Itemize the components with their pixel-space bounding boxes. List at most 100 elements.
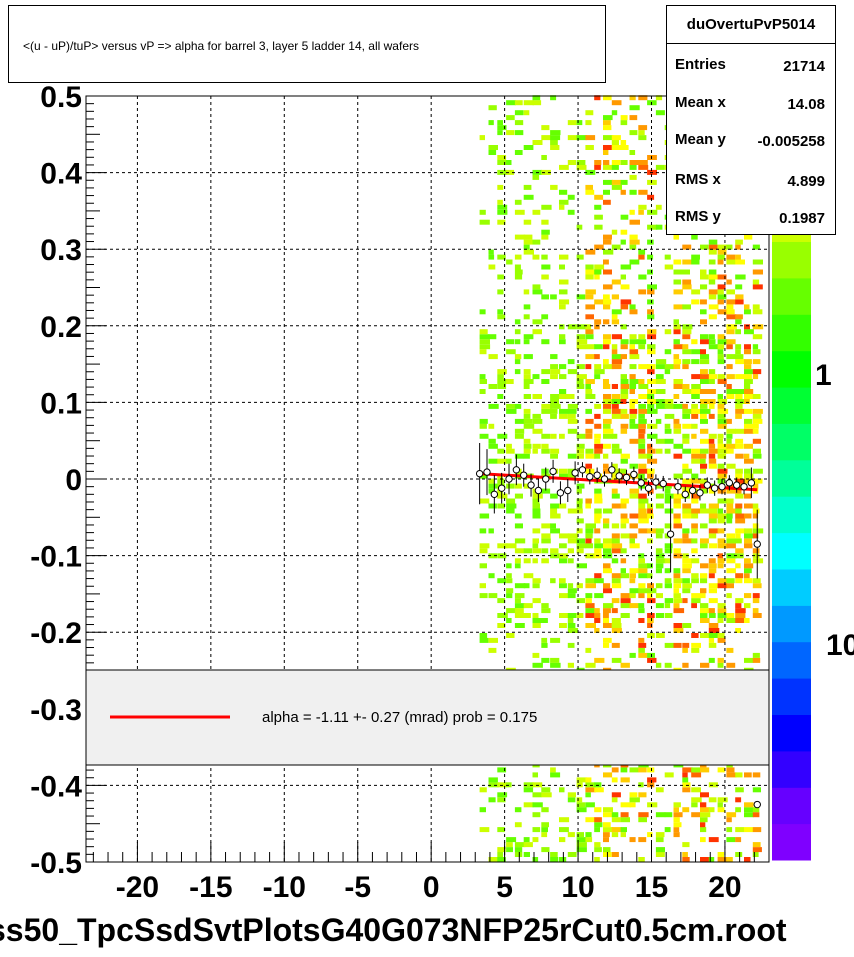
heat-cell (585, 662, 596, 668)
heat-cell (603, 334, 611, 340)
heat-cell (594, 782, 602, 788)
heat-cell (479, 389, 486, 394)
color-scale-bin (772, 241, 811, 279)
heat-cell (532, 528, 541, 534)
heat-cell (514, 100, 523, 106)
heat-cell (708, 279, 716, 285)
x-tick-label: -20 (116, 871, 159, 904)
heat-cell (655, 528, 664, 534)
heat-cell (523, 354, 533, 360)
file-name-caption: ss50_TpcSsdSvtPlotsG40G073NFP25rCut0.5cm… (0, 912, 787, 948)
heat-cell (594, 513, 602, 519)
heat-cell (523, 837, 530, 843)
heat-cell (717, 802, 723, 808)
heat-cell (708, 588, 717, 594)
heat-cell (594, 438, 601, 444)
heat-cell (655, 164, 665, 170)
heat-cell (629, 209, 635, 215)
heat-cell (585, 498, 592, 504)
x-tick-label: 10 (561, 871, 594, 904)
heat-cell (655, 837, 664, 843)
heat-cell (603, 95, 612, 101)
stats-label: Mean x (675, 94, 726, 111)
heat-cell (603, 428, 614, 434)
heat-cell (655, 418, 662, 424)
heat-cell (717, 657, 724, 663)
profile-point (644, 484, 653, 492)
profile-point (674, 482, 682, 491)
heat-cell (673, 493, 684, 499)
heat-cell (655, 812, 666, 818)
heat-cell (735, 573, 744, 579)
heat-cell (479, 583, 486, 589)
heat-cell (682, 408, 692, 414)
heat-cell (567, 428, 578, 434)
heat-cell (550, 508, 558, 514)
heat-cell (708, 513, 718, 519)
heat-cell (638, 647, 645, 653)
heat-cell (647, 443, 653, 449)
heat-cell (629, 413, 637, 419)
heat-cell (682, 364, 689, 370)
heat-cell (664, 448, 671, 454)
legend-box: alpha = -1.11 +- 0.27 (mrad) prob = 0.17… (85, 669, 770, 766)
heat-cell (620, 598, 631, 604)
heat-cell (682, 578, 690, 584)
heat-cell (488, 637, 498, 643)
heat-cell (567, 394, 575, 399)
heat-cell (497, 209, 508, 215)
heat-cell (567, 618, 574, 623)
heat-cell (603, 399, 614, 404)
heat-cell (744, 593, 752, 599)
heat-cell (576, 483, 585, 489)
heat-cell (708, 657, 715, 663)
heat-cell (735, 314, 743, 320)
heat-cell (567, 792, 576, 798)
heat-cell (514, 598, 521, 604)
heat-cell (620, 593, 631, 599)
heat-cell (726, 508, 737, 514)
heat-cell (638, 637, 645, 643)
heat-cell (488, 249, 494, 255)
heat-cell (708, 448, 720, 454)
heat-cell (541, 219, 549, 225)
heat-cell (550, 364, 559, 370)
heat-cell (664, 349, 672, 355)
heat-cell (735, 533, 741, 539)
heat-cell (585, 408, 592, 414)
heat-cell (647, 473, 654, 479)
heat-cell (735, 359, 746, 365)
heat-cell (594, 508, 602, 514)
heat-cell (603, 568, 612, 574)
heat-cell (532, 812, 541, 818)
heat-cell (603, 518, 610, 524)
heat-cell (594, 578, 604, 584)
heat-cell (559, 199, 569, 205)
heat-cell (752, 408, 763, 414)
heat-cell (611, 548, 623, 554)
heat-cell (620, 324, 627, 330)
heat-cell (611, 642, 620, 648)
heat-cell (647, 269, 653, 275)
heat-cell (700, 448, 709, 454)
heat-cell (497, 613, 508, 618)
heat-cell (488, 857, 498, 862)
heat-cell (497, 379, 508, 384)
heat-cell (603, 433, 613, 439)
heat-cell (603, 443, 611, 449)
profile-point (740, 482, 748, 491)
heat-cell (700, 478, 707, 484)
heat-cell (735, 488, 742, 494)
heat-cell (726, 389, 736, 394)
heat-cell (585, 324, 592, 330)
heat-cell (638, 642, 647, 648)
heat-cell (717, 284, 726, 290)
heat-cell (523, 289, 530, 295)
heat-cell (594, 354, 600, 360)
heat-cell (673, 304, 684, 310)
heat-cell (664, 498, 671, 504)
heat-cell (629, 304, 636, 310)
heat-cell (726, 384, 732, 389)
heat-cell (541, 538, 551, 544)
heat-cell (585, 598, 592, 604)
